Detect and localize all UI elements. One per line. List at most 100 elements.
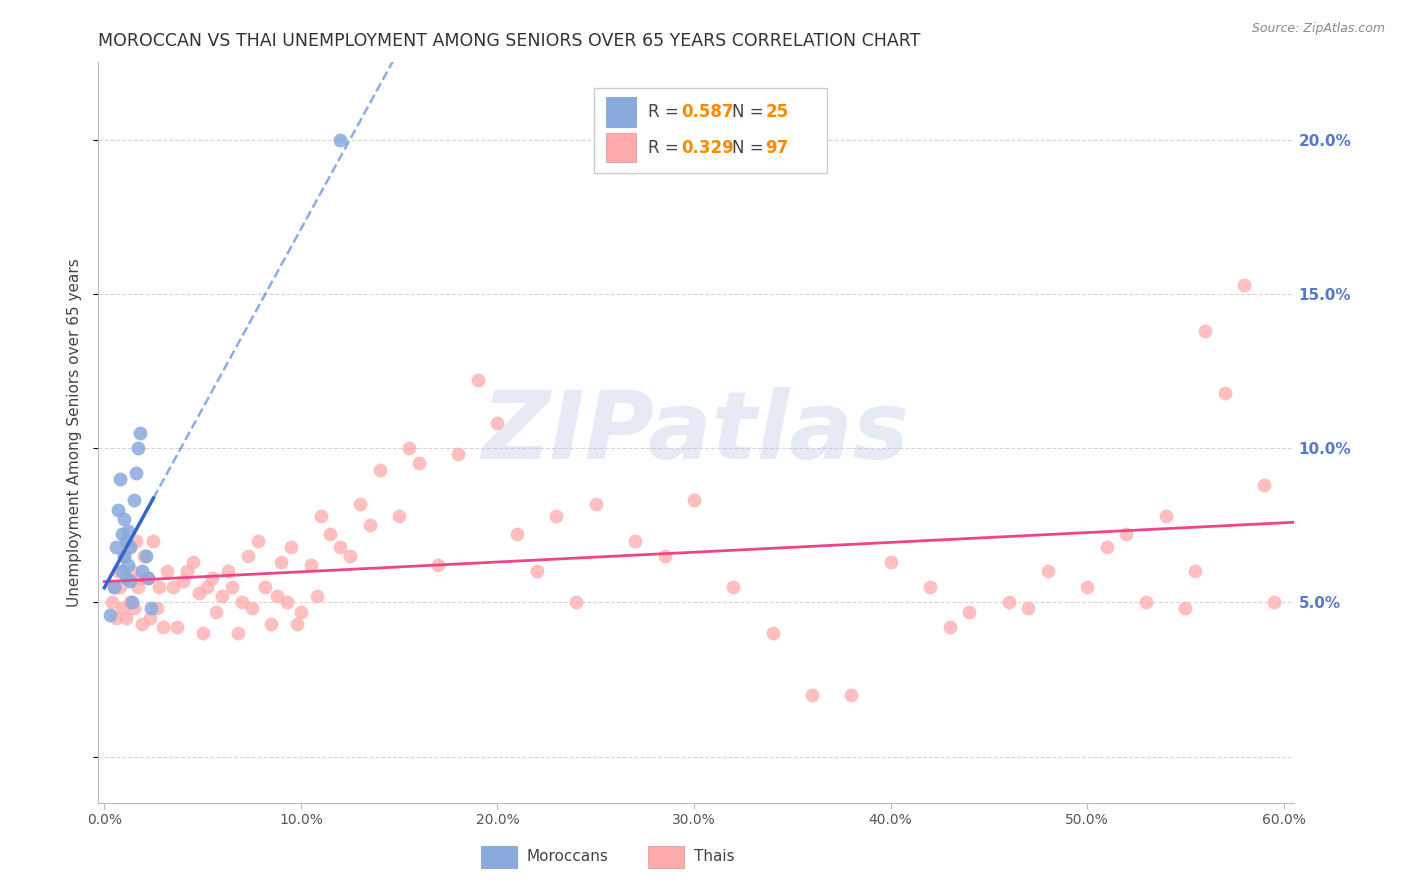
Point xyxy=(1095,540,1118,554)
Point xyxy=(221,580,243,594)
Point xyxy=(762,626,785,640)
Point xyxy=(299,558,322,573)
Point xyxy=(388,508,411,523)
Point xyxy=(997,595,1019,609)
Point xyxy=(486,417,509,431)
Text: ZIPatlas: ZIPatlas xyxy=(482,386,910,479)
Point xyxy=(1184,565,1206,579)
Point xyxy=(447,447,470,461)
Point xyxy=(329,132,352,146)
Point xyxy=(115,611,138,625)
Point xyxy=(176,565,198,579)
Text: Moroccans: Moroccans xyxy=(526,849,609,864)
Point xyxy=(427,558,450,573)
Point xyxy=(319,527,342,541)
Point xyxy=(290,605,312,619)
Point xyxy=(800,688,823,702)
Point xyxy=(152,620,174,634)
Point xyxy=(128,425,150,440)
Text: 0.587: 0.587 xyxy=(682,103,734,121)
Point xyxy=(205,605,228,619)
Point xyxy=(142,533,165,548)
Point xyxy=(98,607,121,622)
Point xyxy=(122,493,145,508)
Point xyxy=(266,589,288,603)
Point xyxy=(135,549,157,563)
Point xyxy=(195,580,218,594)
Point xyxy=(105,611,128,625)
Point xyxy=(131,565,153,579)
Point xyxy=(115,571,138,585)
Point xyxy=(236,549,259,563)
Point xyxy=(107,565,129,579)
Point xyxy=(111,527,134,541)
Point xyxy=(339,549,361,563)
Point xyxy=(1263,595,1285,609)
Bar xyxy=(606,133,637,162)
Point xyxy=(918,580,941,594)
Point xyxy=(240,601,263,615)
Point xyxy=(879,555,901,569)
Point xyxy=(121,565,143,579)
Point xyxy=(101,595,124,609)
Point xyxy=(1135,595,1157,609)
Point xyxy=(103,580,125,594)
Text: 0.329: 0.329 xyxy=(682,138,734,157)
Point xyxy=(329,540,352,554)
Point xyxy=(1213,385,1236,400)
Point xyxy=(125,466,148,480)
Point xyxy=(654,549,676,563)
Point xyxy=(231,595,253,609)
Point xyxy=(398,441,420,455)
Point xyxy=(270,555,292,569)
Point xyxy=(201,571,224,585)
Bar xyxy=(595,88,827,173)
Point xyxy=(211,589,233,603)
Point xyxy=(138,611,160,625)
Point xyxy=(107,502,129,516)
Text: Source: ZipAtlas.com: Source: ZipAtlas.com xyxy=(1251,22,1385,36)
Text: R =: R = xyxy=(648,138,685,157)
Point xyxy=(136,571,159,585)
Point xyxy=(309,508,332,523)
Point xyxy=(260,616,283,631)
Point xyxy=(683,493,706,508)
Point xyxy=(506,527,529,541)
Point xyxy=(115,533,138,548)
Point xyxy=(111,601,134,615)
Point xyxy=(1154,508,1177,523)
Point xyxy=(108,472,131,486)
Point xyxy=(117,540,139,554)
Point xyxy=(117,558,139,573)
Point xyxy=(112,549,135,563)
Point xyxy=(938,620,960,634)
Point xyxy=(121,595,143,609)
Text: Thais: Thais xyxy=(693,849,734,864)
Point xyxy=(117,524,139,539)
Point xyxy=(217,565,239,579)
Y-axis label: Unemployment Among Seniors over 65 years: Unemployment Among Seniors over 65 years xyxy=(67,259,83,607)
Point xyxy=(181,555,204,569)
Point xyxy=(723,580,745,594)
Point xyxy=(359,518,381,533)
Point xyxy=(118,540,141,554)
Point xyxy=(1115,527,1137,541)
Point xyxy=(166,620,188,634)
Point xyxy=(136,571,159,585)
Point xyxy=(839,688,862,702)
Point xyxy=(624,533,647,548)
Point xyxy=(285,616,308,631)
Bar xyxy=(481,846,517,868)
Point xyxy=(122,601,145,615)
Point xyxy=(118,595,141,609)
Point xyxy=(305,589,328,603)
Point xyxy=(1233,277,1256,292)
Point xyxy=(132,549,155,563)
Point xyxy=(349,497,371,511)
Point xyxy=(108,580,131,594)
Point xyxy=(280,540,302,554)
Point xyxy=(1194,324,1216,338)
Point xyxy=(957,605,980,619)
Point xyxy=(131,616,153,631)
Point xyxy=(105,540,128,554)
